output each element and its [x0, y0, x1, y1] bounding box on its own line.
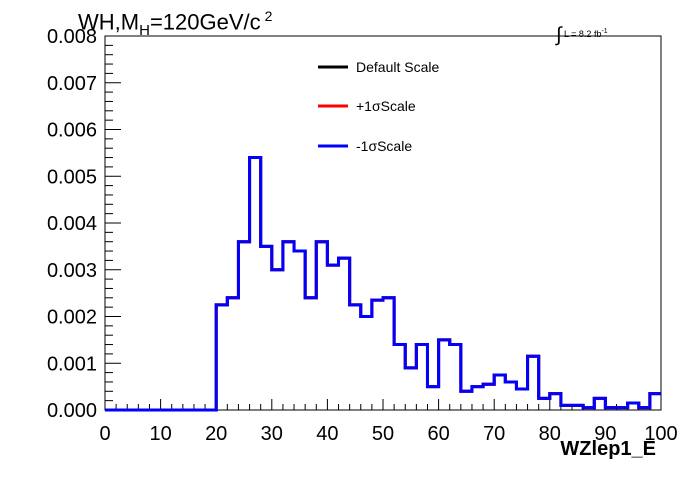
x-tick-label: 20	[205, 423, 227, 445]
x-axis-title: WZlep1_E	[560, 438, 656, 460]
title-superscript: 2	[264, 8, 273, 24]
legend-label: -1σScale	[356, 138, 412, 154]
y-tick-label: 0.000	[47, 400, 97, 422]
x-tick-label: 0	[99, 423, 110, 445]
y-tick-label: 0.005	[47, 166, 97, 188]
x-tick-label: 10	[149, 423, 171, 445]
x-tick-label: 100	[644, 423, 677, 445]
integral-symbol: ∫	[556, 24, 562, 46]
y-tick-label: 0.008	[47, 26, 97, 48]
title-subscript: H	[139, 22, 150, 40]
histogram-series--1-scale	[105, 156, 661, 412]
luminosity-text: L = 8.2 fb	[564, 29, 602, 39]
x-tick-label: 90	[594, 423, 616, 445]
y-tick-label: 0.007	[47, 73, 97, 95]
title-main: WH,M	[78, 9, 140, 35]
plot-frame	[104, 35, 662, 411]
histogram-series-default-scale	[105, 156, 661, 412]
x-tick-label: 60	[427, 423, 449, 445]
y-tick-label: 0.001	[47, 353, 97, 375]
histogram-series--1-scale	[105, 156, 661, 412]
x-tick-label: 30	[261, 423, 283, 445]
y-tick-label: 0.004	[47, 213, 97, 235]
title-tail: =120GeV/c	[149, 9, 261, 35]
x-tick-label: 70	[483, 423, 505, 445]
legend-label: Default Scale	[356, 59, 439, 75]
x-tick-label: 80	[539, 423, 561, 445]
y-tick-label: 0.003	[47, 260, 97, 282]
y-tick-label: 0.006	[47, 120, 97, 142]
y-tick-label: 0.002	[47, 307, 97, 329]
luminosity-superscript: -1	[601, 28, 608, 35]
chart-title: WH,MH=120GeV/c 2	[78, 8, 273, 39]
x-tick-label: 40	[316, 423, 338, 445]
legend-label: +1σScale	[356, 98, 416, 114]
x-tick-label: 50	[372, 423, 394, 445]
luminosity-label: ∫ L = 8.2 fb-1	[556, 20, 608, 46]
